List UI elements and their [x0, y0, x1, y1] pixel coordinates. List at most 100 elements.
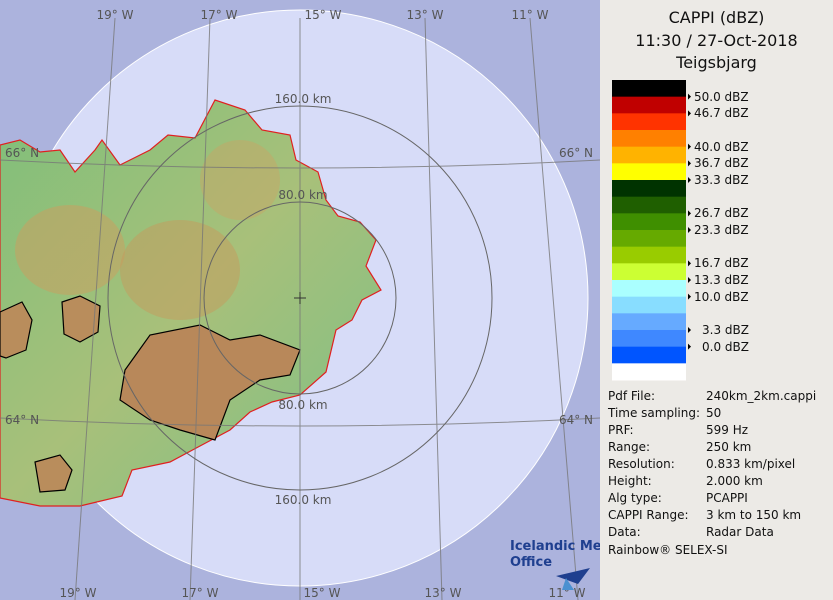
scale-swatch [612, 80, 686, 98]
info-value: 50 [706, 406, 722, 420]
product: CAPPI (dBZ) [668, 8, 765, 27]
logo: Icelandic Met Office [510, 539, 600, 590]
scale-swatch [612, 146, 686, 164]
color-scale [612, 80, 691, 381]
logo-icon [556, 568, 590, 584]
info-row: CAPPI Range: 3 km to 150 km [608, 508, 801, 522]
graticule [0, 17, 600, 600]
info-value: 2.000 km [706, 474, 763, 488]
scale-swatch [612, 363, 686, 381]
lat-label: 64° N [559, 413, 593, 427]
scale-swatch [612, 313, 686, 331]
ring-label: 80.0 km [278, 398, 327, 412]
scale-label: 36.7 dBZ [694, 156, 749, 171]
lon-label: 15° W [304, 586, 341, 600]
range-rings [107, 105, 493, 491]
lat-label: 64° N [5, 413, 39, 427]
scale-tick [688, 327, 691, 333]
glacier [34, 454, 73, 493]
glacier [0, 301, 33, 359]
lon-label: 17° W [201, 8, 238, 22]
scale-swatch [612, 96, 686, 114]
logo-icon [562, 578, 574, 590]
scale-swatch [612, 296, 686, 314]
highland [120, 220, 240, 320]
scale-swatch [612, 263, 686, 281]
lon-label: 11° W [512, 8, 549, 22]
scale-label: 50.0 dBZ [694, 89, 749, 104]
scale-swatch [612, 130, 686, 148]
time: 11:30 / 27-Oct-2018 [635, 31, 798, 50]
info-value: 3 km to 150 km [706, 508, 802, 522]
scale-tick [688, 93, 691, 100]
scale-tick [688, 260, 691, 267]
footer: Rainbow® SELEX-SI [608, 543, 728, 557]
scale-swatch [612, 280, 686, 298]
scale-label: 33.3 dBZ [694, 173, 749, 187]
scale-label: 23.3 dBZ [694, 223, 749, 237]
lon-label: 19° W [97, 8, 134, 22]
glacier [61, 295, 101, 343]
info-key: PRF: [608, 423, 634, 437]
info-key: Data: [608, 525, 641, 539]
scale-label: 26.7 dBZ [694, 206, 749, 221]
scale-tick [688, 277, 691, 283]
scale-tick [688, 293, 691, 300]
scale-label: 16.7 dBZ [694, 256, 749, 271]
info-key: Pdf File: [608, 389, 656, 403]
info-value: 240km_2km.cappi [706, 389, 817, 403]
highland [200, 140, 280, 220]
info-row: Data: Radar Data [608, 525, 774, 539]
map-labels: 19° W 17° W 15° W 13° W 11° W 19° W 17° W 15° W… [5, 8, 593, 600]
scale-label: 3.3 dBZ [702, 323, 749, 337]
scale-tick [688, 177, 691, 183]
ring-label: 160.0 km [275, 493, 332, 507]
scale-tick [688, 227, 691, 233]
info-row: Height: 2.000 km [608, 474, 763, 488]
scale-swatch [612, 163, 686, 181]
radar-map: 19° W 17° W 15° W 13° W 11° W 19° W 17° W 15° W… [0, 0, 600, 600]
info-row: Range: 250 km [608, 440, 751, 454]
logo-text: Icelandic Met [510, 539, 600, 554]
site: Teigsbjarg [676, 53, 757, 72]
scale-label: 40.0 dBZ [694, 139, 749, 154]
ring-label: 80.0 km [278, 188, 327, 202]
logo-text: Office [510, 555, 552, 570]
scale-swatch [612, 246, 686, 264]
lon-label: 13° W [407, 8, 444, 22]
info-row: Time sampling: 50 [608, 406, 721, 420]
info-value: 599 Hz [706, 423, 749, 437]
lon-label: 17° W [182, 586, 219, 600]
lat-label: 66° N [5, 146, 39, 160]
scale-swatch [612, 346, 686, 364]
info-value: 0.833 km/pixel [706, 457, 796, 471]
scale-tick [688, 160, 691, 167]
info-value: Radar Data [706, 525, 774, 539]
info-value: 250 km [706, 440, 752, 454]
info-key: Alg type: [608, 491, 662, 505]
info-key: Resolution: [608, 457, 675, 471]
info-row: Pdf File: 240km_2km.cappi [608, 389, 816, 403]
scale-swatch [612, 196, 686, 214]
scale-tick [688, 210, 691, 217]
scale-label: 0.0 dBZ [702, 339, 749, 354]
radar-site [294, 292, 306, 304]
info-key: CAPPI Range: [608, 508, 689, 522]
scale-label: 10.0 dBZ [694, 289, 749, 304]
lon-label: 13° W [425, 586, 462, 600]
lat-label: 66° N [559, 146, 593, 160]
ring-label: 160.0 km [275, 92, 332, 106]
scale-tick [688, 343, 691, 350]
info-value: PCAPPI [706, 491, 748, 505]
scale-swatch [612, 213, 686, 231]
scale-swatch [612, 230, 686, 248]
scale-swatch [612, 180, 686, 198]
scale-label: 46.7 dBZ [694, 106, 749, 121]
glacier [119, 324, 301, 441]
scale-tick [688, 110, 691, 117]
lon-label: 15° W [305, 8, 342, 22]
info-key: Height: [608, 474, 652, 488]
scale-swatch [612, 330, 686, 348]
scale-label: 13.3 dBZ [694, 273, 749, 287]
